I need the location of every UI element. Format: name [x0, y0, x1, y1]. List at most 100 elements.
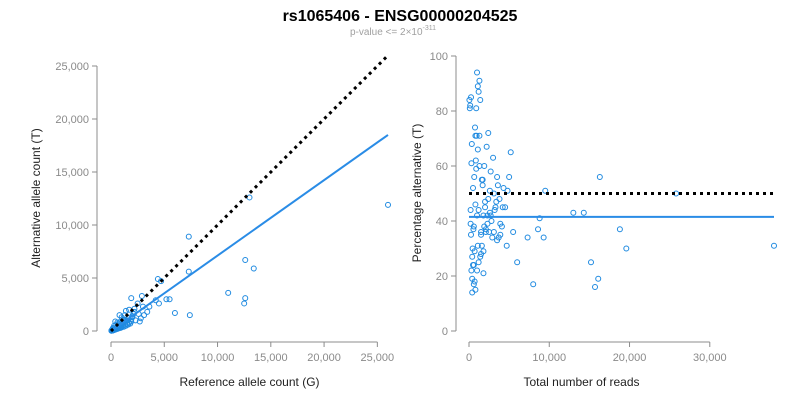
data-point [186, 312, 193, 319]
data-point [475, 259, 482, 266]
data-point [485, 196, 492, 202]
data-point [470, 223, 477, 230]
data-point [241, 300, 248, 307]
y-tick-label: 20 [436, 271, 448, 283]
data-point [478, 231, 485, 238]
y-tick-label: 40 [436, 216, 448, 228]
data-point [494, 182, 501, 189]
data-point [470, 185, 477, 191]
figure-subtitle: p-value <= 2×10-311 [350, 25, 436, 38]
data-point [479, 182, 486, 189]
data-point [491, 207, 498, 213]
data-point [479, 176, 486, 183]
data-point [469, 253, 476, 260]
data-point [471, 174, 478, 180]
data-point [473, 105, 480, 112]
y-tick-label: 0 [83, 326, 89, 338]
data-point [470, 262, 477, 268]
data-point [535, 226, 542, 233]
data-point [472, 157, 479, 164]
data-point [116, 312, 123, 319]
data-point [484, 220, 491, 227]
data-point [493, 198, 500, 205]
data-point [506, 174, 513, 180]
x-tick-label: 25,000 [361, 352, 395, 364]
data-point [185, 233, 192, 240]
data-point [570, 209, 577, 216]
data-point [486, 209, 493, 216]
data-point [469, 245, 476, 252]
x-tick-label: 10,000 [201, 352, 235, 364]
x-tick-label: 30,000 [693, 352, 727, 364]
subtitle-text: p-value <= 2×10 [350, 27, 423, 38]
data-point [468, 267, 475, 274]
data-point [473, 165, 480, 172]
data-point [475, 88, 482, 95]
data-point [250, 265, 257, 272]
data-point [524, 234, 531, 241]
data-point [141, 312, 148, 319]
data-point [242, 295, 249, 302]
data-point [530, 281, 537, 288]
data-point [503, 242, 510, 249]
data-point [137, 315, 144, 322]
data-point [488, 218, 495, 224]
data-point [470, 281, 477, 288]
data-point [476, 163, 483, 169]
panel-percentage-alternative: 0 20 40 60 80 100 0 10,000 20,000 30,000 Total num… [410, 51, 777, 389]
data-point [136, 318, 143, 325]
data-point [474, 146, 481, 153]
data-point [486, 187, 493, 194]
data-point [500, 185, 507, 191]
data-point [163, 296, 170, 303]
data-point [144, 308, 151, 315]
data-point [472, 124, 479, 131]
data-point [468, 141, 475, 147]
data-point [771, 242, 777, 249]
data-point [185, 268, 192, 275]
data-point [466, 105, 473, 112]
data-point [477, 253, 484, 260]
data-point [481, 163, 488, 169]
reference-line [109, 54, 390, 333]
data-point [469, 289, 476, 296]
data-point [478, 251, 485, 257]
data-point [476, 77, 483, 84]
data-point [474, 69, 481, 76]
data-point [478, 242, 485, 249]
data-point [476, 132, 483, 139]
x-tick-label: 20,000 [613, 352, 647, 364]
data-point [225, 289, 232, 296]
data-point [540, 234, 547, 241]
data-point [487, 212, 494, 219]
data-point [132, 317, 139, 324]
regression-line [110, 134, 389, 332]
y-axis-label: Percentage alternative (T) [410, 124, 424, 263]
data-point [507, 149, 514, 156]
data-point [246, 194, 253, 201]
y-tick-label: 100 [430, 51, 448, 63]
data-point [477, 97, 484, 103]
y-axis-label: Alternative allele count (T) [29, 128, 43, 267]
data-point [474, 267, 481, 274]
data-point [502, 204, 509, 211]
data-point [482, 198, 489, 205]
data-point [171, 309, 178, 316]
y-tick-label: 80 [436, 106, 448, 118]
data-point [504, 187, 511, 194]
data-point [155, 300, 162, 307]
figure-title: rs1065406 - ENSG00000204525 [283, 8, 518, 25]
data-point [474, 242, 481, 249]
data-point [473, 132, 480, 139]
data-point [468, 160, 475, 167]
y-tick-label: 5,000 [61, 273, 89, 285]
data-point [496, 196, 503, 202]
x-tick-label: 10,000 [532, 352, 566, 364]
x-axis-label: Total number of reads [523, 375, 639, 389]
x-axis-label: Reference allele count (G) [179, 375, 319, 389]
data-point [467, 220, 474, 227]
y-tick-label: 20,000 [55, 114, 89, 126]
data-point [595, 275, 602, 282]
data-point [510, 229, 517, 235]
